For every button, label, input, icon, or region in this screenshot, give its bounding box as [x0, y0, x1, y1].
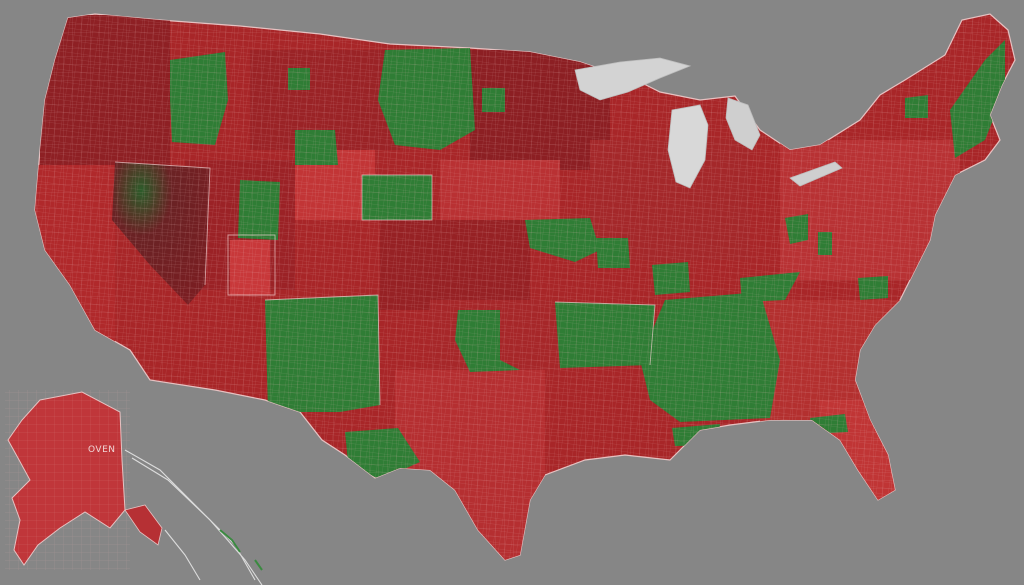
- lake-superior: [574, 57, 692, 101]
- lake-michigan: [667, 104, 709, 189]
- alaska-panhandle: [124, 504, 163, 546]
- lake-huron: [725, 97, 761, 151]
- state-boundaries: [114, 161, 656, 406]
- alaska-county-grid: [5, 390, 130, 570]
- boundary-line-4: [264, 294, 381, 406]
- island-green-1: [219, 529, 241, 553]
- alaska-label: OVEN: [88, 445, 116, 455]
- inset-outline-2: [131, 457, 263, 585]
- boundary-line-5: [554, 301, 656, 366]
- island-green-2: [254, 559, 263, 571]
- great-lakes: [574, 57, 843, 189]
- boundary-line-2: [227, 234, 276, 296]
- boundary-line-1: [114, 161, 211, 286]
- inset-outline-3: [164, 529, 201, 581]
- alaska: OVEN: [5, 390, 163, 570]
- lake-erie: [789, 161, 843, 187]
- boundary-line-3: [361, 174, 433, 221]
- island-insets: [124, 449, 263, 585]
